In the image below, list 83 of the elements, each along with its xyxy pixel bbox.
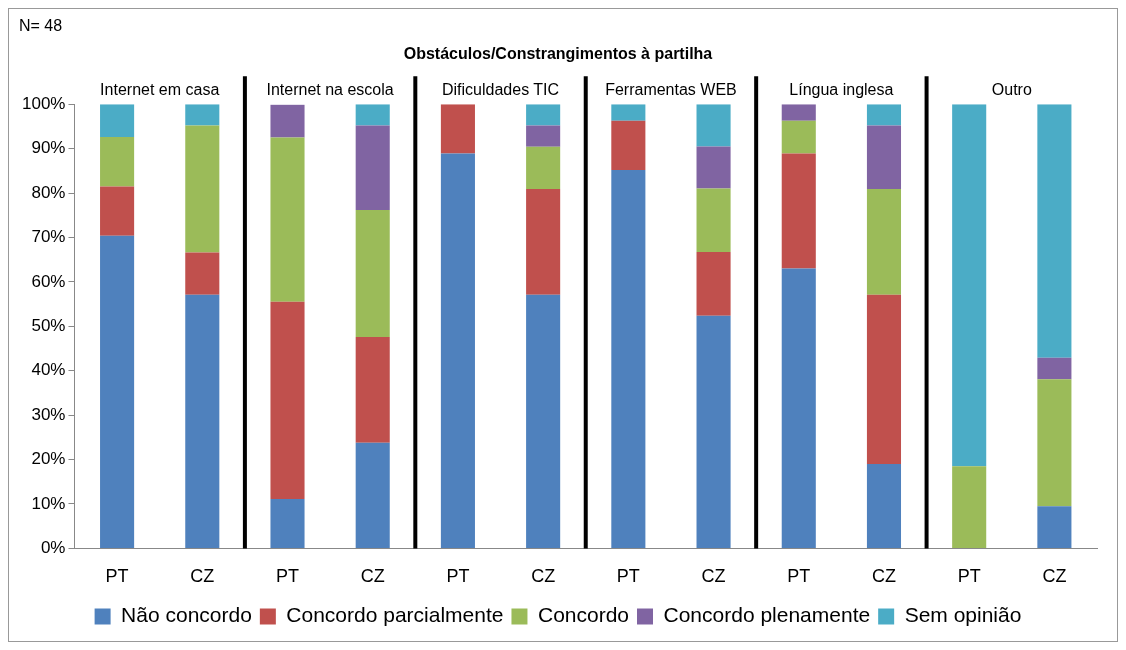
- bar: [100, 235, 135, 548]
- bar: [1037, 506, 1072, 548]
- bar: [866, 464, 902, 548]
- bar: [1037, 379, 1072, 507]
- x-tick-label: CZ: [1042, 566, 1067, 587]
- bar: [696, 104, 731, 147]
- y-tick-label: 0%: [40, 538, 66, 558]
- bar: [866, 189, 902, 295]
- bar: [270, 499, 305, 548]
- x-tick-label: PT: [616, 566, 640, 587]
- bar: [696, 146, 731, 189]
- bar: [526, 125, 561, 147]
- bar: [696, 252, 731, 316]
- text: Internet na escola: [266, 80, 394, 98]
- bar: [526, 294, 561, 548]
- text: Outro: [991, 80, 1032, 98]
- text: N= 48: [19, 17, 63, 35]
- bar: [355, 209, 390, 337]
- bar: [866, 104, 902, 126]
- bar: [526, 104, 561, 126]
- legend-label: Concordo: [537, 603, 630, 627]
- bar: [781, 153, 816, 269]
- bar: [1037, 104, 1072, 358]
- bar: [866, 294, 902, 464]
- bar: [781, 120, 816, 154]
- bar: [185, 104, 220, 126]
- bar: [270, 104, 305, 138]
- bar: [355, 125, 390, 210]
- bar: [355, 104, 390, 126]
- bar: [185, 252, 220, 295]
- x-tick-label: PT: [446, 566, 470, 587]
- bar: [781, 268, 816, 548]
- bar: [355, 336, 390, 443]
- bar: [270, 137, 305, 302]
- y-tick-label: 50%: [31, 315, 66, 335]
- y-tick-label: 30%: [31, 404, 66, 424]
- bar: [696, 188, 731, 253]
- y-tick-label: 10%: [31, 493, 66, 513]
- y-tick-label: 60%: [31, 271, 66, 291]
- legend-label: Sem opinião: [904, 603, 1022, 627]
- bar: [611, 120, 646, 170]
- bar: [611, 169, 646, 548]
- chart-title: Obstáculos/Constrangimentos à partilha: [403, 45, 713, 63]
- bar: [440, 153, 475, 548]
- legend-label: Não concordo: [121, 603, 252, 627]
- x-tick-label: PT: [957, 566, 981, 587]
- x-tick-label: CZ: [701, 566, 726, 587]
- bar: [952, 466, 987, 548]
- bar: [355, 442, 390, 548]
- bar: [185, 294, 220, 548]
- bar: [440, 104, 475, 154]
- x-tick-label: CZ: [190, 566, 215, 587]
- bar: [866, 125, 902, 190]
- x-tick-label: PT: [276, 566, 300, 587]
- x-tick-label: PT: [105, 566, 129, 587]
- bar: [952, 104, 987, 467]
- bar: [185, 125, 220, 253]
- legend-label: Concordo parcialmente: [286, 603, 504, 627]
- bar: [270, 301, 305, 500]
- bar: [100, 186, 135, 236]
- y-tick-label: 100%: [22, 93, 66, 113]
- bar: [1037, 357, 1072, 380]
- bar: [526, 146, 561, 190]
- bar: [781, 104, 816, 121]
- text: Ferramentas WEB: [605, 80, 737, 98]
- text: Internet em casa: [100, 80, 220, 98]
- legend-label: Concordo plenamente: [663, 603, 871, 627]
- y-tick-label: 70%: [31, 227, 66, 247]
- y-tick-label: 90%: [31, 138, 66, 158]
- bar: [100, 104, 135, 138]
- bar: [100, 137, 135, 187]
- y-tick-label: 40%: [31, 360, 66, 380]
- x-tick-label: CZ: [531, 566, 556, 587]
- x-tick-label: CZ: [360, 566, 385, 587]
- bar: [611, 104, 646, 121]
- text: Língua inglesa: [789, 80, 894, 98]
- y-tick-label: 20%: [31, 449, 66, 469]
- bar: [526, 189, 561, 295]
- text: Dificuldades TIC: [441, 80, 560, 98]
- x-tick-label: PT: [787, 566, 811, 587]
- y-tick-label: 80%: [31, 182, 66, 202]
- bar: [696, 315, 731, 548]
- x-tick-label: CZ: [871, 566, 896, 587]
